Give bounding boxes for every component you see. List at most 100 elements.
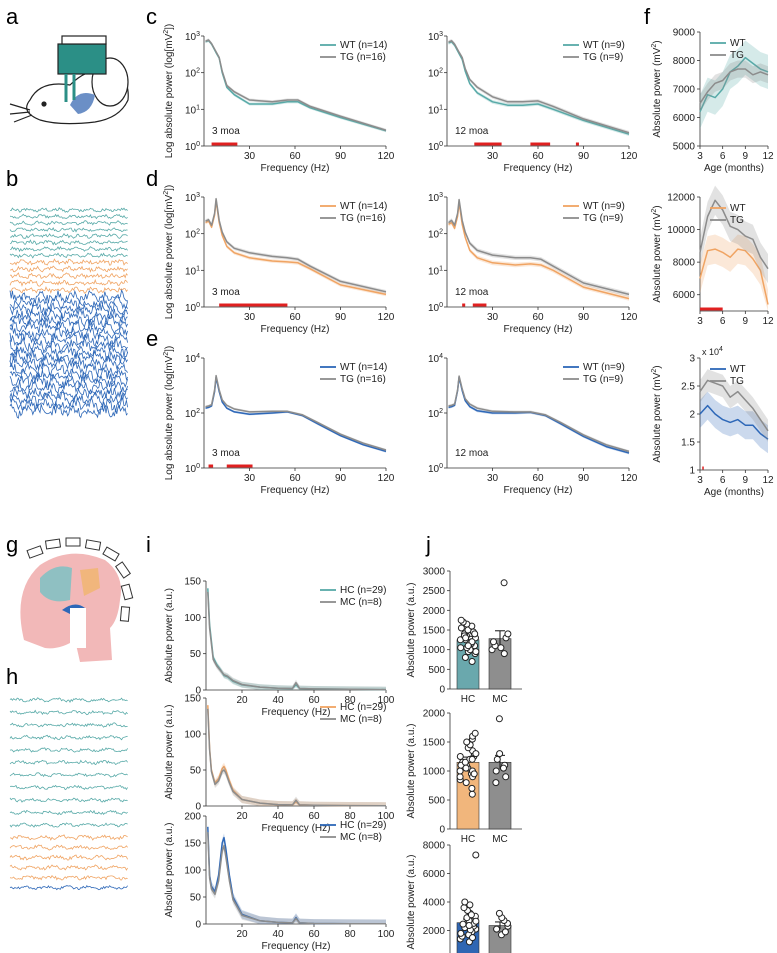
y-tick-label: 101 (428, 104, 443, 116)
chart-j-3: 02000400060008000HCMCAbsolute power (a.u… (406, 841, 512, 953)
eeg-trace (9, 747, 128, 753)
eeg-trace (9, 864, 128, 871)
y-tick-label: 101 (185, 265, 200, 277)
data-point (461, 758, 469, 766)
x-tick-label: 12 (762, 316, 774, 327)
category-label: MC (492, 834, 508, 845)
eeg-trace (9, 379, 128, 395)
y-axis-label: Absolute power (a.u.) (406, 582, 417, 677)
age-annotation: 12 moa (455, 126, 489, 137)
x-tick-label: 90 (578, 312, 590, 323)
y-tick-label: 150 (184, 577, 201, 588)
chart-c-12moa: 30 60 90 120 100 101 102 103 12 moa WT (n=9)TG (n… (428, 31, 638, 174)
bar (488, 761, 512, 830)
eeg-trace (9, 722, 128, 728)
y-tick-label: 100 (184, 613, 201, 624)
x-tick-label: 30 (244, 312, 256, 323)
series-line-0 (699, 404, 769, 440)
x-axis-label: Frequency (Hz) (262, 941, 331, 952)
x-tick-label: 90 (335, 151, 347, 162)
x-tick-label: 90 (578, 151, 590, 162)
panel-label-b: b (6, 166, 18, 191)
data-point (471, 630, 479, 638)
y-tick-label: 103 (185, 31, 200, 43)
y-axis-label: Absolute power (a.u.) (164, 704, 175, 799)
data-point (469, 934, 476, 942)
series-band-0 (448, 375, 629, 455)
series-line-1 (699, 68, 769, 104)
y-axis-label: Absolute power (mV2) (651, 205, 663, 302)
panel-label-h: h (6, 664, 18, 689)
data-point (465, 922, 473, 929)
data-point (468, 790, 476, 798)
y-tick-label: 2 (689, 410, 695, 421)
eeg-trace (9, 759, 128, 766)
x-tick-label: 60 (308, 811, 320, 822)
y-tick-label: 101 (185, 104, 200, 116)
y-tick-label: 102 (428, 68, 443, 80)
legend-label: WT (n=14) (340, 40, 387, 51)
legend-label: TG (730, 376, 744, 387)
chart-j-1: 0 500 1000 1500 2000 2500 3000 HC MC Absolute pow… (406, 567, 522, 705)
y-tick-label: 102 (428, 229, 443, 241)
data-point (468, 658, 476, 665)
x-tick-label: 80 (344, 929, 356, 940)
chart-e-12moa: 30 60 90 120 100 102 104 12 moa WT (n=9)TG (n=9)… (428, 353, 638, 496)
data-point (462, 764, 470, 772)
eeg-trace (9, 834, 128, 841)
y-tick-label: 0 (439, 685, 445, 696)
y-tick-label: 50 (190, 893, 202, 904)
eeg-traces-human (9, 697, 128, 891)
x-tick-label: 20 (236, 695, 248, 706)
eeg-trace (9, 207, 128, 213)
y-axis-label: Absolute power (mV2) (651, 365, 663, 462)
eeg-trace (9, 875, 128, 881)
x-tick-label: 30 (487, 312, 499, 323)
legend-label: TG (n=9) (583, 374, 623, 385)
y-tick-label: 100 (428, 141, 443, 153)
data-point (504, 630, 512, 638)
y-tick-label: 103 (428, 192, 443, 204)
data-point (462, 779, 470, 787)
series-line-1 (448, 375, 630, 453)
y-tick-label: 8000 (423, 841, 446, 852)
series-line-1 (207, 591, 387, 691)
x-tick-label: 9 (743, 151, 749, 162)
data-point (456, 753, 464, 760)
data-point (468, 755, 476, 763)
data-point (472, 648, 480, 656)
series-line-1 (448, 198, 630, 296)
y-tick-label: 1500 (423, 626, 446, 637)
data-point (470, 770, 478, 778)
panel-label-i: i (146, 532, 151, 557)
y-tick-label: 102 (185, 68, 200, 80)
panel-label-a: a (6, 4, 19, 29)
data-point (456, 773, 464, 781)
data-point (500, 650, 508, 658)
legend-label: TG (n=9) (583, 52, 623, 63)
eeg-trace (9, 213, 128, 220)
series-band-0 (700, 234, 768, 311)
y-axis-label: Log absolute power (log[mV2]) (163, 185, 175, 320)
y-tick-label: 50 (190, 649, 202, 660)
eeg-trace (9, 307, 128, 324)
chart-c-3moa: 30 60 90 120 100 101 102 103 3 moa WT (n=14)TG (n… (163, 24, 395, 174)
y-tick-label: 1000 (423, 645, 446, 656)
eeg-trace (9, 809, 128, 816)
series-band-0 (700, 391, 768, 454)
legend-label: TG (730, 215, 744, 226)
data-point (466, 901, 474, 909)
panel-label-j: j (425, 532, 431, 557)
chart-e-3moa: 30 60 90 120 100 102 104 3 moa WT (n=14)TG (n=16… (163, 346, 395, 496)
x-tick-label: 90 (335, 473, 347, 484)
x-tick-label: 30 (487, 473, 499, 484)
legend-label: TG (730, 50, 744, 61)
eeg-trace (9, 386, 128, 402)
y-tick-label: 4000 (423, 898, 446, 909)
y-tick-label: 102 (428, 408, 443, 420)
x-axis-label: Frequency (Hz) (504, 324, 573, 335)
data-point (492, 779, 500, 787)
y-tick-label: 8000 (673, 56, 696, 67)
age-annotation: 12 moa (455, 287, 489, 298)
